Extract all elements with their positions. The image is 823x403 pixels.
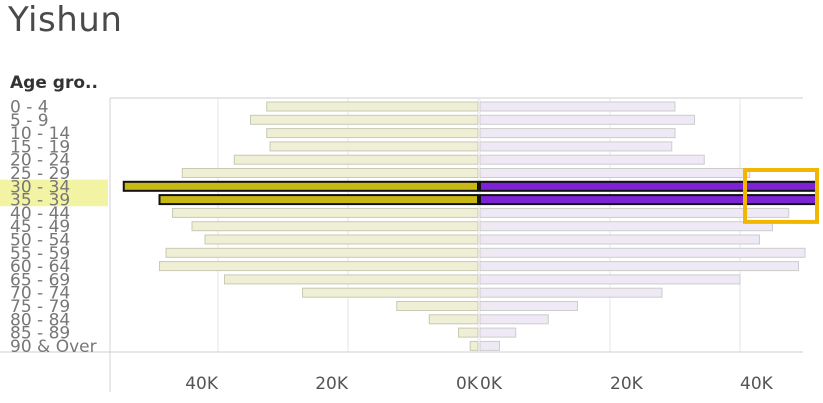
bar-left-90-Over[interactable] — [469, 340, 479, 351]
bar-left-35-39[interactable] — [158, 194, 479, 206]
x-tick-label-right: 40K — [740, 374, 774, 394]
bar-left-10-14[interactable] — [266, 128, 479, 139]
x-tick-label-right: 0K — [480, 374, 503, 394]
age-group-label[interactable]: 35 - 39 — [10, 191, 70, 211]
bar-left-20-24[interactable] — [233, 154, 479, 165]
age-group-label[interactable]: 60 - 64 — [10, 257, 70, 277]
bar-right-80-84[interactable] — [479, 314, 549, 325]
bar-right-30-34[interactable] — [479, 180, 819, 192]
bar-right-55-59[interactable] — [479, 247, 806, 258]
age-row-highlight — [0, 192, 108, 207]
bar-right-45-49[interactable] — [479, 221, 773, 232]
age-group-label[interactable]: 40 - 44 — [10, 204, 70, 224]
age-group-label[interactable]: 70 - 74 — [10, 284, 70, 304]
bar-right-50-54[interactable] — [479, 234, 760, 245]
age-group-label[interactable]: 0 - 4 — [10, 98, 49, 118]
bar-right-15-19[interactable] — [479, 141, 673, 152]
age-group-label[interactable]: 25 - 29 — [10, 164, 70, 184]
age-group-label[interactable]: 10 - 14 — [10, 124, 70, 144]
bar-right-65-69[interactable] — [479, 274, 741, 285]
bar-left-50-54[interactable] — [204, 234, 479, 245]
age-row-highlight — [0, 179, 108, 193]
bar-right-75-79[interactable] — [479, 301, 578, 311]
bar-right-25-29[interactable] — [479, 168, 751, 178]
bar-left-45-49[interactable] — [191, 221, 479, 232]
bar-right-0-4[interactable] — [479, 101, 676, 112]
bar-left-60-64[interactable] — [159, 261, 479, 272]
bar-right-10-14[interactable] — [479, 128, 676, 139]
age-group-label[interactable]: 5 - 9 — [10, 111, 49, 131]
age-group-label[interactable]: 75 - 79 — [10, 297, 70, 317]
bar-right-40-44[interactable] — [479, 207, 790, 218]
bar-left-40-44[interactable] — [172, 207, 479, 218]
bar-right-5-9[interactable] — [479, 114, 695, 125]
bar-left-0-4[interactable] — [266, 101, 479, 112]
bar-right-70-74[interactable] — [479, 287, 663, 298]
age-group-label[interactable]: 50 - 54 — [10, 231, 70, 251]
x-tick-label-left: 40K — [185, 374, 219, 394]
age-group-axis-header[interactable]: Age gro.. — [10, 73, 98, 93]
bar-right-20-24[interactable] — [479, 154, 705, 165]
bar-left-80-84[interactable] — [428, 314, 479, 325]
age-group-label[interactable]: 20 - 24 — [10, 151, 70, 171]
bar-left-15-19[interactable] — [269, 141, 479, 152]
bar-right-85-89[interactable] — [479, 327, 517, 338]
x-tick-label-left: 20K — [315, 374, 349, 394]
x-tick-label-right: 20K — [610, 374, 644, 394]
bar-right-35-39[interactable] — [479, 194, 819, 206]
bar-left-25-29[interactable] — [181, 168, 479, 178]
page-title: Yishun — [8, 0, 123, 40]
bar-right-60-64[interactable] — [479, 261, 799, 272]
bar-left-30-34[interactable] — [122, 180, 479, 192]
bar-left-85-89[interactable] — [458, 327, 479, 338]
age-group-label[interactable]: 15 - 19 — [10, 137, 70, 157]
selection-highlight-box — [743, 168, 819, 224]
age-group-label[interactable]: 45 - 49 — [10, 217, 70, 237]
age-group-label[interactable]: 65 - 69 — [10, 270, 70, 290]
age-group-label[interactable]: 30 - 34 — [10, 177, 70, 197]
bar-left-70-74[interactable] — [302, 287, 479, 298]
x-tick-label-left: 0K — [456, 374, 479, 394]
bar-left-55-59[interactable] — [165, 247, 479, 258]
age-group-label[interactable]: 90 & Over — [10, 337, 97, 357]
bar-left-65-69[interactable] — [224, 274, 479, 285]
age-group-label[interactable]: 85 - 89 — [10, 324, 70, 344]
age-group-label[interactable]: 55 - 59 — [10, 244, 70, 264]
age-group-label[interactable]: 80 - 84 — [10, 310, 70, 330]
bar-left-75-79[interactable] — [396, 301, 479, 311]
bar-left-5-9[interactable] — [250, 114, 479, 125]
bar-right-90-Over[interactable] — [479, 340, 500, 351]
